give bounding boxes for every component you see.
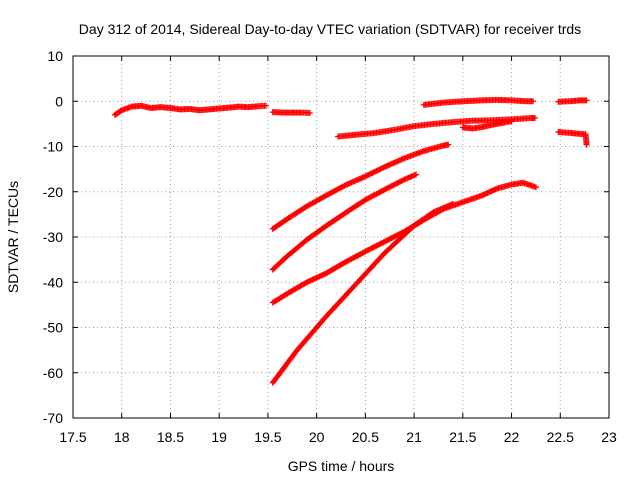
data-point (532, 184, 539, 191)
chart-title: Day 312 of 2014, Sidereal Day-to-day VTE… (79, 21, 581, 37)
plot-frame (72, 55, 610, 419)
y-tick-label: 10 (47, 48, 63, 64)
x-tick-label: 18 (114, 429, 130, 445)
y-tick-label: -20 (43, 184, 63, 200)
series-sat-i (555, 97, 590, 105)
series-sat-d (420, 96, 536, 108)
data-point (450, 200, 457, 207)
x-tick-label: 21.5 (449, 429, 476, 445)
series-sat-b (269, 109, 313, 117)
data-point (508, 118, 515, 125)
data-point (583, 141, 590, 148)
x-tick-label: 20 (309, 429, 325, 445)
data-point (531, 114, 538, 121)
y-tick-label: -10 (43, 139, 63, 155)
grid (72, 55, 610, 419)
x-tick-label: 18.5 (157, 429, 184, 445)
y-tick-label: -60 (43, 365, 63, 381)
y-tick-label: -30 (43, 229, 63, 245)
series-sat-g (269, 179, 539, 306)
series-sat-f (269, 171, 420, 273)
series-sat-c (335, 114, 538, 140)
x-tick-label: 20.5 (352, 429, 379, 445)
data-points (111, 96, 590, 386)
y-tick-label: -70 (43, 410, 63, 426)
series-sat-a (111, 102, 269, 118)
x-tick-label: 19 (211, 429, 227, 445)
x-axis-label: GPS time / hours (288, 458, 395, 474)
x-tick-label: 22.5 (547, 429, 574, 445)
data-point (583, 97, 590, 104)
data-point (413, 171, 420, 178)
data-point (445, 141, 452, 148)
data-point (262, 102, 269, 109)
x-axis-ticks: 17.5 18 18.5 19 19.5 20 20.5 21 21.5 22 22.5 23 (59, 56, 617, 445)
y-tick-label: -40 (43, 274, 63, 290)
y-tick-label: 0 (55, 93, 63, 109)
y-axis-label: SDTVAR / TECUs (5, 181, 21, 293)
series-sat-h (269, 200, 457, 386)
x-tick-label: 19.5 (254, 429, 281, 445)
data-point (529, 98, 536, 105)
y-axis-ticks: 10 0 -10 -20 -30 -40 -50 -60 -70 (43, 48, 609, 426)
y-tick-label: -50 (43, 320, 63, 336)
x-tick-label: 23 (601, 429, 617, 445)
series-sat-k (459, 118, 515, 132)
series-sat-j (555, 129, 590, 148)
data-point (306, 110, 313, 117)
x-tick-label: 21 (406, 429, 422, 445)
x-tick-label: 22 (504, 429, 520, 445)
series-sat-e (269, 141, 452, 232)
x-tick-label: 17.5 (59, 429, 86, 445)
